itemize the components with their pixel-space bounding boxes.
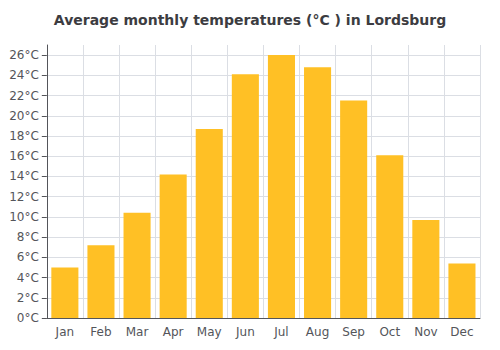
svg-text:24°C: 24°C: [9, 68, 39, 82]
svg-text:Nov: Nov: [414, 325, 437, 339]
svg-text:20°C: 20°C: [9, 109, 39, 123]
svg-text:16°C: 16°C: [9, 149, 39, 163]
svg-text:10°C: 10°C: [9, 210, 39, 224]
svg-text:Sep: Sep: [342, 325, 365, 339]
svg-text:Dec: Dec: [450, 325, 473, 339]
svg-text:4°C: 4°C: [17, 271, 39, 285]
svg-text:2°C: 2°C: [17, 291, 39, 305]
svg-text:Feb: Feb: [90, 325, 111, 339]
svg-text:May: May: [197, 325, 222, 339]
svg-text:14°C: 14°C: [9, 169, 39, 183]
svg-text:Jun: Jun: [235, 325, 255, 339]
svg-text:Mar: Mar: [126, 325, 149, 339]
svg-text:26°C: 26°C: [9, 48, 39, 62]
svg-text:Average monthly temperatures (: Average monthly temperatures (°C ) in Lo…: [54, 12, 446, 28]
svg-text:8°C: 8°C: [17, 230, 39, 244]
svg-text:18°C: 18°C: [9, 129, 39, 143]
svg-text:Jul: Jul: [273, 325, 288, 339]
svg-text:Apr: Apr: [163, 325, 184, 339]
svg-text:Aug: Aug: [306, 325, 329, 339]
svg-text:12°C: 12°C: [9, 190, 39, 204]
svg-text:0°C: 0°C: [17, 311, 39, 325]
svg-text:6°C: 6°C: [17, 250, 39, 264]
svg-text:Jan: Jan: [55, 325, 75, 339]
svg-text:22°C: 22°C: [9, 89, 39, 103]
svg-text:Oct: Oct: [379, 325, 400, 339]
